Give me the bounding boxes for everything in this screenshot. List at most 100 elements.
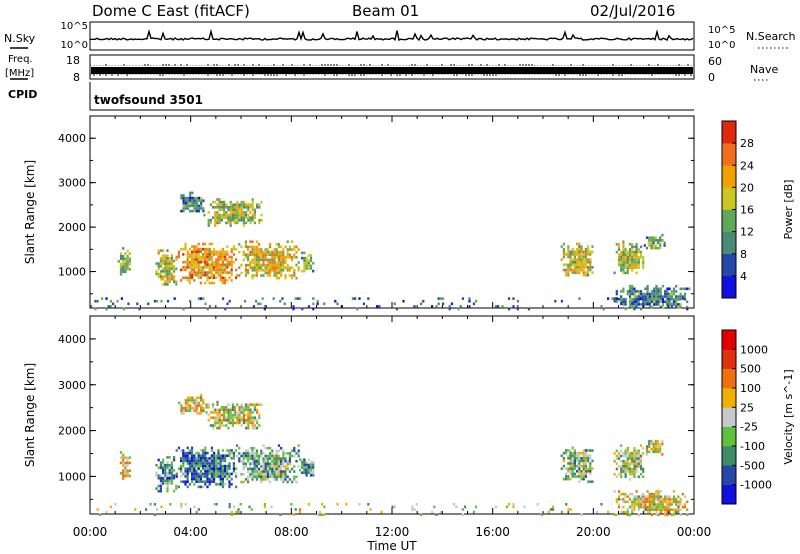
echo-cell xyxy=(186,258,189,261)
echo-cell xyxy=(188,253,191,256)
colorbar-segment xyxy=(722,349,736,369)
echo-cell xyxy=(245,421,248,425)
echo-cell xyxy=(269,472,272,476)
echo-cell xyxy=(107,305,110,308)
echo-cell xyxy=(234,221,237,225)
echo-cell xyxy=(293,253,296,256)
echo-cell xyxy=(282,462,285,466)
echo-cell xyxy=(210,470,213,473)
colorbar-segment xyxy=(722,407,736,427)
echo-cell xyxy=(173,474,176,477)
echo-cell xyxy=(242,216,245,219)
echo-cell xyxy=(582,454,585,457)
echo-cell xyxy=(580,260,583,264)
echo-cell xyxy=(567,268,570,272)
echo-cell xyxy=(273,253,276,256)
echo-cell xyxy=(162,249,165,252)
echo-cell xyxy=(644,508,647,511)
echo-cell xyxy=(238,411,241,414)
noise-tick-bottom-right: 10^0 xyxy=(708,40,735,51)
echo-cell xyxy=(562,457,565,460)
echo-cell xyxy=(253,408,256,412)
echo-cell xyxy=(213,462,216,465)
echo-cell xyxy=(284,256,287,259)
echo-cell xyxy=(251,208,254,212)
echo-cell xyxy=(620,475,623,479)
echo-cell xyxy=(202,258,205,261)
echo-cell xyxy=(109,299,112,303)
echo-cell xyxy=(191,446,194,450)
echo-cell xyxy=(277,256,280,259)
echo-cell xyxy=(633,446,636,450)
echo-cell xyxy=(296,297,299,300)
echo-cell xyxy=(234,216,237,219)
echo-cell xyxy=(206,253,209,256)
freq-panel-frame xyxy=(89,54,695,80)
echo-cell xyxy=(288,459,291,463)
echo-cell xyxy=(309,466,313,469)
echo-cell xyxy=(626,465,629,468)
echo-cell xyxy=(266,478,269,481)
echo-cell xyxy=(282,454,285,458)
echo-cell xyxy=(253,245,256,249)
echo-cell xyxy=(94,307,97,311)
echo-cell xyxy=(251,449,254,453)
echo-cell xyxy=(266,467,269,471)
echo-cell xyxy=(175,484,178,488)
echo-cell xyxy=(225,221,228,225)
echo-cell xyxy=(202,401,205,405)
echo-cell xyxy=(193,204,196,208)
echo-cell xyxy=(251,276,254,280)
echo-cell xyxy=(202,454,205,457)
echo-cell xyxy=(648,236,651,239)
echo-cell xyxy=(642,446,645,450)
echo-cell xyxy=(439,297,442,300)
echo-cell xyxy=(635,498,638,501)
echo-cell xyxy=(433,505,436,509)
echo-cell xyxy=(219,279,222,282)
echo-cell xyxy=(351,297,354,300)
echo-cell xyxy=(225,203,228,206)
echo-cell xyxy=(628,465,632,468)
echo-cell xyxy=(247,263,250,267)
echo-cell xyxy=(280,472,283,476)
echo-cell xyxy=(275,475,278,479)
echo-cell xyxy=(258,221,261,225)
echo-cell xyxy=(244,449,247,453)
echo-cell xyxy=(269,475,272,479)
echo-cell xyxy=(238,208,241,212)
echo-cell xyxy=(620,492,623,496)
echo-cell xyxy=(166,280,169,284)
echo-cell xyxy=(293,475,296,479)
echo-cell xyxy=(584,472,587,476)
echo-cell xyxy=(189,196,192,200)
echo-cell xyxy=(216,216,219,219)
echo-cell xyxy=(227,413,230,417)
echo-cell xyxy=(220,424,223,427)
echo-cell xyxy=(219,457,222,460)
echo-cell xyxy=(219,253,222,256)
echo-cell xyxy=(263,505,266,509)
echo-cell xyxy=(578,451,581,455)
echo-cell xyxy=(661,239,664,242)
echo-cell xyxy=(591,467,594,470)
echo-cell xyxy=(262,452,265,455)
echo-region xyxy=(613,444,645,481)
echo-cell xyxy=(184,480,187,483)
echo-cell xyxy=(215,503,218,506)
echo-cell xyxy=(457,307,460,311)
echo-cell xyxy=(213,268,216,272)
echo-cell xyxy=(305,256,308,260)
echo-cell xyxy=(589,260,592,264)
echo-cell xyxy=(646,300,649,304)
echo-cell xyxy=(200,396,203,400)
echo-cell xyxy=(251,421,254,425)
colorbar-tick-label: 4 xyxy=(740,270,747,283)
echo-cell xyxy=(567,477,570,481)
echo-cell xyxy=(199,470,202,473)
echo-cell xyxy=(186,446,189,450)
echo-cell xyxy=(639,505,643,509)
echo-cell xyxy=(193,505,196,509)
echo-cell xyxy=(230,449,233,452)
echo-cell xyxy=(224,464,227,468)
